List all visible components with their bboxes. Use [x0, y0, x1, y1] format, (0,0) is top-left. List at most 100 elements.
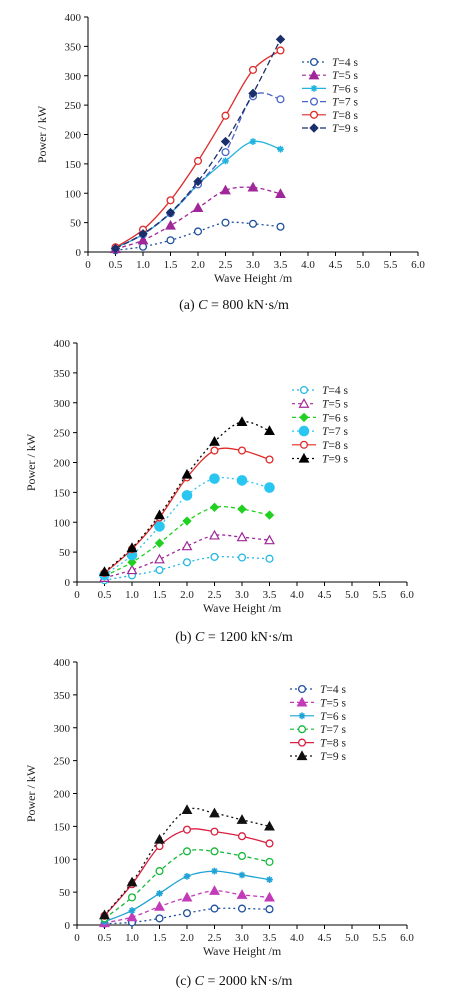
- data-point: [181, 891, 193, 902]
- data-point: [265, 554, 274, 563]
- caption-rest: = 1200 kN·s/m: [204, 630, 293, 645]
- data-point: [183, 872, 191, 880]
- y-tick-label: 50: [70, 218, 82, 230]
- legend-entry-5: T=8 s: [302, 110, 359, 122]
- x-tick-label: 3.0: [235, 589, 249, 601]
- data-point: [126, 911, 138, 922]
- data-point: [265, 857, 274, 866]
- legend-label: T=5 s: [320, 697, 347, 709]
- y-tick-label: 50: [59, 547, 71, 559]
- x-tick-label: 4.0: [290, 932, 304, 944]
- legend-label-rest: =6 s: [338, 83, 358, 95]
- data-point: [210, 446, 219, 455]
- data-point: [264, 482, 275, 493]
- legend-marker: [296, 750, 308, 761]
- legend-entry-5: T=8 s: [290, 738, 347, 750]
- data-point: [155, 914, 164, 923]
- data-point: [155, 842, 164, 851]
- data-point: [275, 188, 286, 198]
- legend-entry-1: T=4 s: [302, 57, 359, 69]
- data-point: [264, 820, 275, 831]
- x-tick-label: 1.5: [153, 589, 167, 601]
- chart-caption: (a) C = 800 kN·s/m: [179, 298, 289, 313]
- legend-label-var: T: [320, 738, 328, 750]
- legend-label: T=4 s: [322, 385, 349, 397]
- legend-label: T=5 s: [322, 399, 349, 411]
- data-point: [182, 825, 192, 834]
- data-point: [221, 111, 230, 120]
- data-point: [127, 893, 137, 902]
- legend-marker: [297, 738, 307, 747]
- legend-marker: [298, 425, 310, 437]
- data-point: [99, 909, 110, 920]
- data-point: [181, 540, 193, 551]
- x-axis-label: Wave Height /m: [203, 944, 282, 958]
- data-point: [209, 807, 220, 818]
- data-point: [236, 814, 248, 824]
- legend-label: T=4 s: [332, 57, 359, 69]
- legend-marker: [296, 696, 308, 707]
- legend-label: T=8 s: [332, 110, 359, 122]
- y-tick-label: 200: [54, 789, 71, 801]
- data-point: [209, 473, 220, 484]
- x-tick-label: 4.5: [318, 932, 332, 944]
- x-tick-label: 2.0: [180, 932, 194, 944]
- data-point: [248, 65, 258, 74]
- y-tick-label: 250: [54, 428, 71, 440]
- data-point: [264, 534, 275, 545]
- x-tick-label: 1.0: [125, 932, 139, 944]
- legend-label-var: T: [332, 123, 340, 135]
- legend-label-rest: =7 s: [326, 724, 346, 736]
- legend-label-rest: =9 s: [328, 454, 348, 466]
- y-axis-label: Power / kW: [35, 105, 49, 163]
- y-tick-label: 200: [65, 130, 82, 142]
- x-tick-label: 4.0: [290, 589, 304, 601]
- data-point: [127, 557, 137, 567]
- legend-label: T=7 s: [320, 724, 347, 736]
- data-point: [276, 222, 285, 231]
- data-point: [193, 227, 203, 236]
- x-tick-label: 4.5: [318, 589, 332, 601]
- caption-variable: C: [198, 298, 208, 313]
- data-point: [237, 851, 247, 861]
- data-point: [276, 46, 285, 55]
- legend-marker: [309, 123, 319, 133]
- y-tick-label: 50: [59, 887, 71, 899]
- legend-entry-3: T=6 s: [290, 711, 347, 723]
- legend-label-rest: =5 s: [328, 399, 348, 411]
- legend-label-rest: =7 s: [338, 97, 358, 109]
- y-tick-label: 300: [54, 723, 71, 735]
- data-point: [209, 885, 220, 895]
- data-point: [264, 510, 275, 520]
- legend-label-var: T: [320, 684, 328, 696]
- y-tick-label: 150: [54, 487, 71, 499]
- data-point: [126, 542, 138, 553]
- legend-entry-2: T=5 s: [290, 696, 347, 709]
- data-point: [138, 229, 148, 239]
- data-point: [210, 552, 219, 561]
- legend-label-rest: =4 s: [338, 57, 358, 69]
- data-point: [249, 138, 257, 145]
- legend-entry-6: T=9 s: [292, 452, 349, 466]
- data-point: [221, 148, 230, 157]
- legend-entry-1: T=4 s: [290, 684, 347, 696]
- legend-entry-4: T=7 s: [302, 97, 359, 109]
- data-point: [166, 236, 175, 245]
- y-tick-label: 300: [54, 398, 71, 410]
- x-tick-label: 5.0: [345, 932, 359, 944]
- x-tick-label: 6.0: [400, 932, 414, 944]
- x-tick-label: 3.5: [263, 932, 277, 944]
- legend-entry-3: T=6 s: [302, 83, 359, 95]
- y-tick-label: 0: [76, 247, 82, 259]
- series-5: [111, 46, 285, 252]
- y-tick-label: 100: [54, 517, 71, 529]
- data-point: [155, 565, 164, 575]
- legend-label: T=6 s: [322, 412, 349, 424]
- legend-label-var: T: [332, 97, 340, 109]
- data-point: [265, 905, 274, 914]
- legend-label-rest: =8 s: [326, 738, 346, 750]
- y-tick-label: 400: [65, 12, 82, 24]
- y-tick-label: 100: [65, 188, 82, 200]
- legend-entry-3: T=6 s: [292, 412, 349, 424]
